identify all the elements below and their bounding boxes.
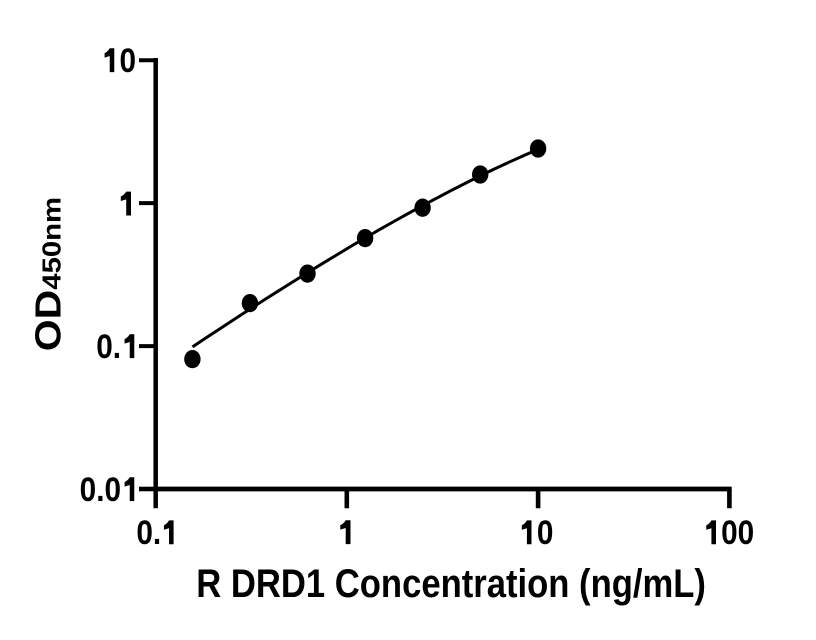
svg-text:00: 00: [721, 513, 754, 551]
svg-text:0.: 0.: [136, 513, 161, 551]
svg-text:OD450nm: OD450nm: [29, 197, 69, 351]
svg-text:0.0: 0.0: [80, 470, 121, 508]
svg-text:0: 0: [119, 41, 136, 79]
svg-text:R DRD1 Concentration (ng/mL): R DRD1 Concentration (ng/mL): [196, 561, 706, 606]
svg-text:0.: 0.: [96, 327, 121, 365]
svg-text:0: 0: [537, 513, 554, 551]
